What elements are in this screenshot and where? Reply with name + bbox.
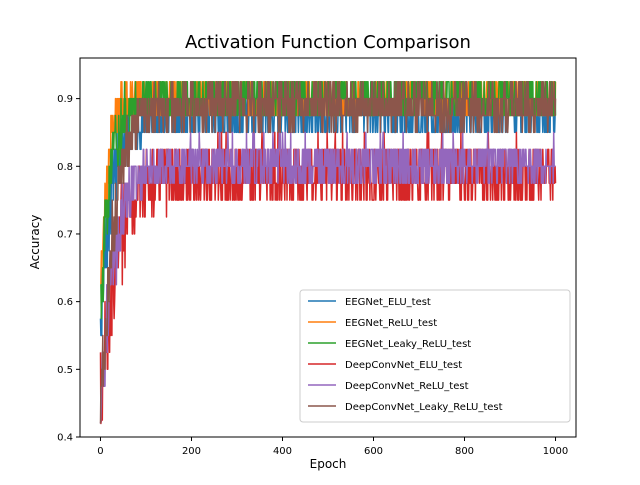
x-tick-label: 600 <box>364 446 383 457</box>
legend-label: EEGNet_Leaky_ReLU_test <box>345 339 471 350</box>
axes-frame <box>79 57 577 438</box>
y-tick-label: 0.4 <box>57 433 73 444</box>
x-tick-label: 0 <box>97 446 103 457</box>
x-tick-label: 1000 <box>543 446 568 457</box>
y-tick-label: 0.9 <box>57 94 73 105</box>
x-axis-ticks: 0 200 400 600 800 1000 <box>97 437 568 457</box>
legend-label: EEGNet_ReLU_test <box>345 318 437 329</box>
series-line <box>99 80 557 424</box>
y-axis-ticks: 0.4 0.5 0.6 0.7 0.8 0.9 <box>57 94 80 444</box>
legend: EEGNet_ELU_test EEGNet_ReLU_test EEGNet_Le… <box>299 289 571 423</box>
x-axis-label: Epoch <box>310 457 347 471</box>
legend-label: DeepConvNet_ELU_test <box>345 360 462 371</box>
y-tick-label: 0.8 <box>57 162 73 173</box>
y-tick-label: 0.6 <box>57 297 73 308</box>
y-axis-label: Accuracy <box>28 215 42 270</box>
legend-label: EEGNet_ELU_test <box>345 297 431 308</box>
series-line <box>99 131 556 424</box>
legend-label: DeepConvNet_ReLU_test <box>345 381 469 392</box>
y-tick-label: 0.7 <box>57 229 73 240</box>
x-tick-label: 200 <box>182 446 201 457</box>
chart-title: Activation Function Comparison <box>185 32 471 53</box>
y-tick-label: 0.5 <box>57 365 73 376</box>
x-tick-label: 400 <box>273 446 292 457</box>
legend-box <box>299 289 571 423</box>
legend-label: DeepConvNet_Leaky_ReLU_test <box>345 402 503 413</box>
x-tick-label: 800 <box>455 446 474 457</box>
plot-lines <box>99 80 557 425</box>
